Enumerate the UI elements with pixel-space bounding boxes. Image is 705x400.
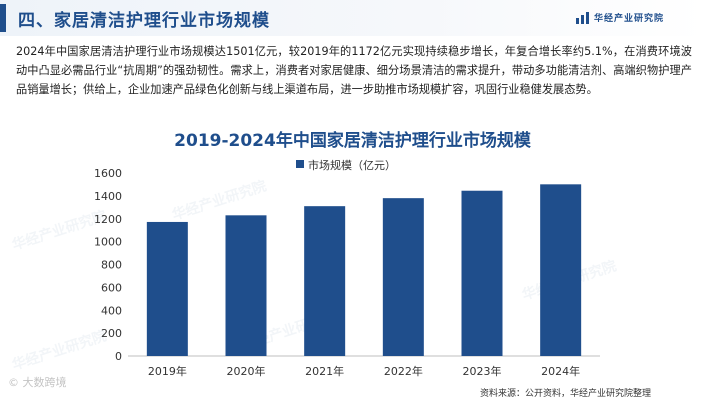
corner-watermark: © 大数跨境 bbox=[8, 376, 67, 389]
y-tick-label: 600 bbox=[101, 281, 122, 294]
summary-paragraph: 2024年中国家居清洁护理行业市场规模达1501亿元，较2019年的1172亿元… bbox=[16, 45, 692, 96]
y-tick-label: 1200 bbox=[94, 213, 122, 226]
y-tick-label: 1400 bbox=[94, 190, 122, 203]
x-tick-label: 2023年 bbox=[463, 364, 502, 378]
chart-title: 2019-2024年中国家居清洁护理行业市场规模 bbox=[174, 131, 531, 151]
bar bbox=[304, 206, 346, 356]
brand-logo-icon bbox=[576, 12, 589, 24]
bar bbox=[540, 184, 582, 356]
x-tick-label: 2020年 bbox=[227, 364, 266, 378]
section-title: 四、家居清洁护理行业市场规模 bbox=[18, 11, 270, 31]
section-header: 四、家居清洁护理行业市场规模 华经产业研究院 bbox=[0, 0, 705, 36]
bar bbox=[146, 221, 188, 356]
y-tick-label: 1600 bbox=[94, 167, 122, 180]
legend-label: 市场规模（亿元） bbox=[308, 159, 396, 172]
source-note: 资料来源：公开资料，华经产业研究院整理 bbox=[480, 389, 652, 399]
x-tick-label: 2021年 bbox=[305, 364, 344, 378]
y-tick-label: 1000 bbox=[94, 236, 122, 249]
y-tick-label: 200 bbox=[101, 327, 122, 340]
brand-name: 华经产业研究院 bbox=[594, 14, 665, 24]
y-tick-label: 400 bbox=[101, 304, 122, 317]
legend-swatch bbox=[296, 160, 304, 168]
y-tick-label: 0 bbox=[115, 350, 122, 363]
x-tick-label: 2019年 bbox=[148, 364, 187, 378]
bar bbox=[225, 215, 267, 356]
x-tick-label: 2022年 bbox=[384, 364, 423, 378]
x-tick-label: 2024年 bbox=[541, 364, 580, 378]
bar bbox=[461, 190, 503, 356]
bar bbox=[382, 198, 424, 356]
header-accent-bar bbox=[0, 4, 6, 32]
y-tick-label: 800 bbox=[101, 259, 122, 272]
